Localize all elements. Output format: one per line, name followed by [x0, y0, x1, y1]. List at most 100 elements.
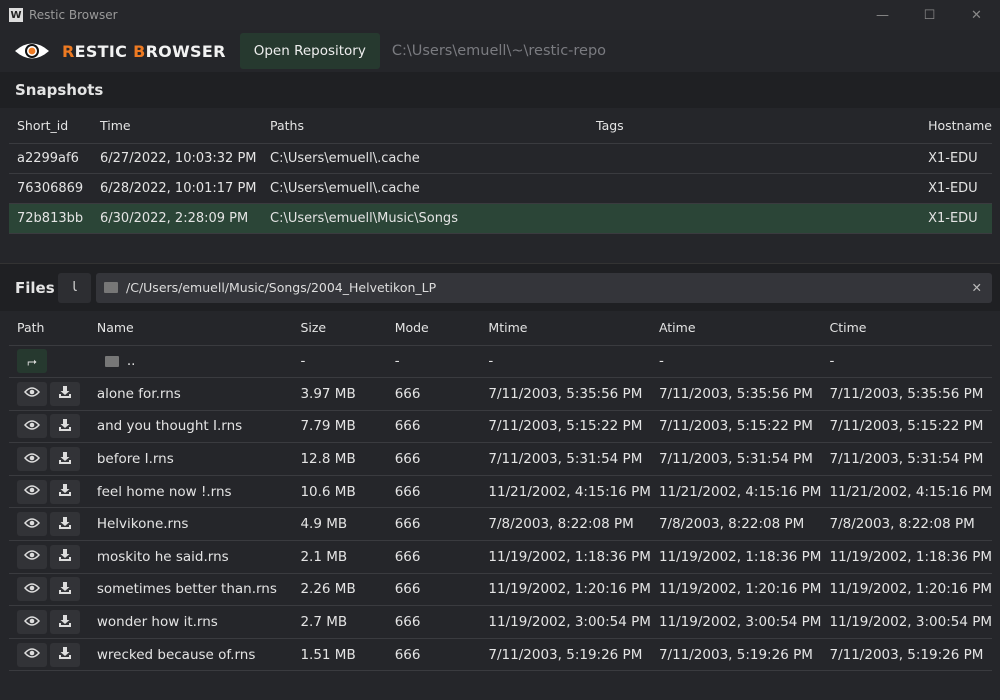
file-actions — [9, 573, 89, 607]
minimize-button[interactable]: — — [876, 7, 889, 23]
preview-button[interactable] — [17, 479, 47, 504]
download-button[interactable] — [50, 414, 80, 439]
file-atime: 7/8/2003, 8:22:08 PM — [650, 507, 822, 542]
column-header[interactable]: Mode — [386, 311, 481, 346]
file-actions — [9, 410, 89, 444]
eye-logo-icon — [15, 43, 49, 59]
window-title: Restic Browser — [29, 8, 118, 22]
file-row[interactable]: Helvikone.rns 4.9 MB 666 7/8/2003, 8:22:08 … — [9, 507, 992, 542]
folder-icon — [104, 355, 119, 367]
file-name: .. — [126, 353, 136, 370]
app-icon: W — [9, 8, 23, 22]
file-row[interactable]: feel home now !.rns 10.6 MB 666 11/21/2002,… — [9, 475, 992, 509]
file-mode: 666 — [386, 507, 481, 542]
column-header[interactable]: Mtime — [480, 311, 651, 346]
file-row[interactable]: sometimes better than.rns 2.26 MB 666 11/19… — [9, 573, 992, 607]
file-size: - — [292, 345, 387, 379]
file-atime: 11/21/2002, 4:15:16 PM — [650, 475, 822, 509]
eye-icon — [24, 484, 40, 499]
snapshot-tags — [588, 143, 921, 174]
preview-button[interactable] — [17, 577, 47, 602]
files-title: Files — [15, 278, 55, 297]
file-mtime: 11/19/2002, 1:18:36 PM — [480, 540, 651, 574]
column-header[interactable]: Time — [92, 108, 262, 144]
column-header[interactable]: Path — [9, 311, 89, 346]
clear-path-icon[interactable]: ✕ — [971, 280, 982, 295]
file-row[interactable]: wonder how it.rns 2.7 MB 666 11/19/2002, 3:… — [9, 605, 992, 639]
eye-icon — [24, 386, 40, 401]
snapshot-hostname: X1-EDU — [920, 173, 992, 204]
file-mode: 666 — [386, 475, 481, 509]
file-atime: 7/11/2003, 5:19:26 PM — [650, 638, 822, 672]
parent-folder-row[interactable]: ⮣ .. - - - - - — [9, 345, 992, 379]
files-table: Path Name Size Mode Mtime Atime Ctime ⮣ … — [9, 311, 992, 672]
column-header[interactable]: Size — [292, 311, 387, 346]
parent-folder-button[interactable]: Ꙇ — [58, 272, 91, 303]
file-actions — [9, 638, 89, 672]
preview-button[interactable] — [17, 381, 47, 406]
download-icon — [58, 483, 72, 500]
eye-icon — [24, 582, 40, 597]
title-bar: W Restic Browser — ☐ ✕ — [0, 0, 1000, 30]
snapshot-row[interactable]: a2299af6 6/27/2022, 10:03:32 PM C:\Users\e… — [9, 143, 992, 174]
file-name: and you thought I.rns — [88, 410, 293, 444]
file-atime: - — [650, 345, 822, 379]
open-repository-button[interactable]: Open Repository — [239, 33, 380, 69]
path-field[interactable]: /C/Users/emuell/Music/Songs/2004_Helveti… — [96, 272, 992, 303]
snapshot-id: a2299af6 — [9, 143, 92, 174]
download-button[interactable] — [50, 610, 80, 635]
preview-button[interactable] — [17, 642, 47, 667]
snapshot-paths: C:\Users\emuell\.cache — [262, 173, 588, 204]
file-name: feel home now !.rns — [88, 475, 293, 509]
file-size: 12.8 MB — [292, 442, 387, 476]
snapshot-id: 76306869 — [9, 173, 92, 204]
file-name: Helvikone.rns — [88, 507, 293, 542]
download-icon — [58, 614, 72, 631]
download-icon — [58, 646, 72, 663]
preview-button[interactable] — [17, 610, 47, 635]
download-button[interactable] — [50, 479, 80, 504]
preview-button[interactable] — [17, 512, 47, 537]
column-header[interactable]: Ctime — [821, 311, 992, 346]
column-header[interactable]: Atime — [650, 311, 822, 346]
download-button[interactable] — [50, 642, 80, 667]
snapshot-row[interactable]: 76306869 6/28/2022, 10:01:17 PM C:\Users\e… — [9, 173, 992, 204]
download-button[interactable] — [50, 447, 80, 472]
file-atime: 7/11/2003, 5:31:54 PM — [650, 442, 822, 476]
preview-button[interactable] — [17, 414, 47, 439]
column-header[interactable]: Tags — [588, 108, 921, 144]
file-size: 1.51 MB — [292, 638, 387, 672]
column-header[interactable]: Paths — [262, 108, 588, 144]
file-row[interactable]: before I.rns 12.8 MB 666 7/11/2003, 5:31:54… — [9, 442, 992, 476]
file-atime: 11/19/2002, 1:18:36 PM — [650, 540, 822, 574]
download-button[interactable] — [50, 381, 80, 406]
column-header[interactable]: Hostname — [920, 108, 992, 144]
column-header[interactable]: Name — [88, 311, 293, 346]
open-parent-button[interactable]: ⮣ — [17, 349, 47, 374]
file-mode: 666 — [386, 540, 481, 574]
file-ctime: 11/19/2002, 3:00:54 PM — [821, 605, 992, 639]
eye-icon — [24, 419, 40, 434]
file-ctime: 7/11/2003, 5:31:54 PM — [821, 442, 992, 476]
download-button[interactable] — [50, 544, 80, 569]
snapshot-paths: C:\Users\emuell\.cache — [262, 143, 588, 174]
close-button[interactable]: ✕ — [971, 7, 982, 23]
preview-button[interactable] — [17, 544, 47, 569]
brand-logo: RESTIC BROWSER — [62, 41, 226, 61]
download-button[interactable] — [50, 577, 80, 602]
file-row[interactable]: and you thought I.rns 7.79 MB 666 7/11/2003… — [9, 410, 992, 444]
snapshot-row[interactable]: 72b813bb 6/30/2022, 2:28:09 PM C:\Users\em… — [9, 203, 992, 234]
file-row[interactable]: alone for.rns 3.97 MB 666 7/11/2003, 5:35:5… — [9, 377, 992, 411]
file-row[interactable]: wrecked because of.rns 1.51 MB 666 7/11/200… — [9, 638, 992, 672]
file-row[interactable]: moskito he said.rns 2.1 MB 666 11/19/2002, … — [9, 540, 992, 574]
file-name: alone for.rns — [88, 377, 293, 411]
file-size: 2.7 MB — [292, 605, 387, 639]
file-name: moskito he said.rns — [88, 540, 293, 574]
maximize-button[interactable]: ☐ — [923, 7, 936, 23]
download-button[interactable] — [50, 512, 80, 537]
file-mtime: 11/21/2002, 4:15:16 PM — [480, 475, 651, 509]
preview-button[interactable] — [17, 447, 47, 472]
file-name: wrecked because of.rns — [88, 638, 293, 672]
column-header[interactable]: Short_id — [9, 108, 92, 144]
file-mtime: 7/11/2003, 5:35:56 PM — [480, 377, 651, 411]
